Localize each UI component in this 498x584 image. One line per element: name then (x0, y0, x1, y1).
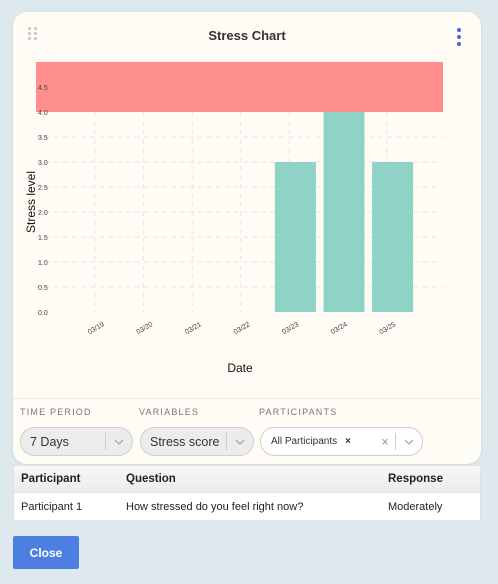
stress-bar-chart: 0.0 0.5 1.0 1.5 2.0 2.5 3.0 3.5 4.0 4.5 03/19 03/20… (24, 62, 443, 375)
x-tick-label: 03/19 (87, 321, 106, 336)
table-header: Participant Question Response (14, 466, 480, 493)
y-tick-label: 2.0 (38, 210, 48, 217)
more-options-icon[interactable] (456, 28, 462, 46)
x-tick-label: 03/23 (281, 321, 300, 336)
y-tick-label: 1.0 (38, 260, 48, 267)
participant-chip-label: All Participants (271, 436, 338, 447)
y-tick-label: 4.5 (38, 85, 48, 92)
time-period-value: 7 Days (30, 434, 69, 449)
responses-table: Participant Question Response Participan… (13, 465, 481, 521)
select-separator (226, 433, 227, 450)
x-tick-label: 03/24 (330, 321, 349, 336)
y-tick-label: 0.5 (38, 285, 48, 292)
cell-response: Moderately (388, 500, 443, 513)
header-participant: Participant (21, 473, 81, 485)
chevron-down-icon[interactable] (106, 439, 132, 445)
time-period-label: TIME PERIOD (20, 407, 92, 417)
x-axis-label: Date (227, 361, 253, 375)
y-tick-label: 1.5 (38, 235, 48, 242)
participant-chip: All Participants × (261, 432, 351, 452)
y-tick-label: 0.0 (38, 310, 48, 317)
header-question: Question (126, 473, 176, 485)
variables-value: Stress score (150, 434, 220, 449)
y-axis-label: Stress level (24, 171, 38, 233)
x-tick-label: 03/20 (136, 321, 155, 336)
cell-question: How stressed do you feel right now? (126, 500, 304, 513)
header-response: Response (388, 473, 443, 485)
clear-icon[interactable]: × (381, 434, 389, 449)
y-tick-label: 3.0 (38, 160, 48, 167)
bar-03-24 (323, 112, 365, 312)
chevron-down-icon[interactable] (396, 439, 422, 445)
variables-select[interactable]: Stress score (140, 427, 254, 456)
drag-handle-icon[interactable] (28, 27, 40, 40)
select-separator (105, 433, 106, 450)
x-tick-label: 03/25 (379, 321, 398, 336)
y-tick-label: 3.5 (38, 135, 48, 142)
card-title: Stress Chart (208, 28, 286, 43)
select-separator (395, 433, 396, 450)
participants-label: PARTICIPANTS (259, 407, 338, 417)
threshold-band (36, 62, 443, 112)
participants-select[interactable]: All Participants × × (260, 427, 423, 456)
y-tick-label: 4.0 (38, 110, 48, 117)
divider (13, 398, 481, 399)
close-button[interactable]: Close (13, 536, 79, 569)
bar-03-23 (274, 162, 316, 312)
x-tick-label: 03/21 (184, 321, 203, 336)
stress-chart-card: Stress Chart 0.0 0.5 1.0 1.5 2.0 2.5 3.0 3.5 4.0… (13, 12, 481, 464)
x-tick-label: 03/22 (233, 321, 252, 336)
table-row: Participant 1 How stressed do you feel r… (14, 493, 480, 520)
bar-03-25 (372, 162, 414, 312)
y-tick-label: 2.5 (38, 185, 48, 192)
cell-participant: Participant 1 (21, 500, 83, 513)
variables-label: VARIABLES (139, 407, 200, 417)
remove-chip-icon[interactable]: × (345, 436, 351, 447)
time-period-select[interactable]: 7 Days (20, 427, 133, 456)
chevron-down-icon[interactable] (227, 439, 253, 445)
